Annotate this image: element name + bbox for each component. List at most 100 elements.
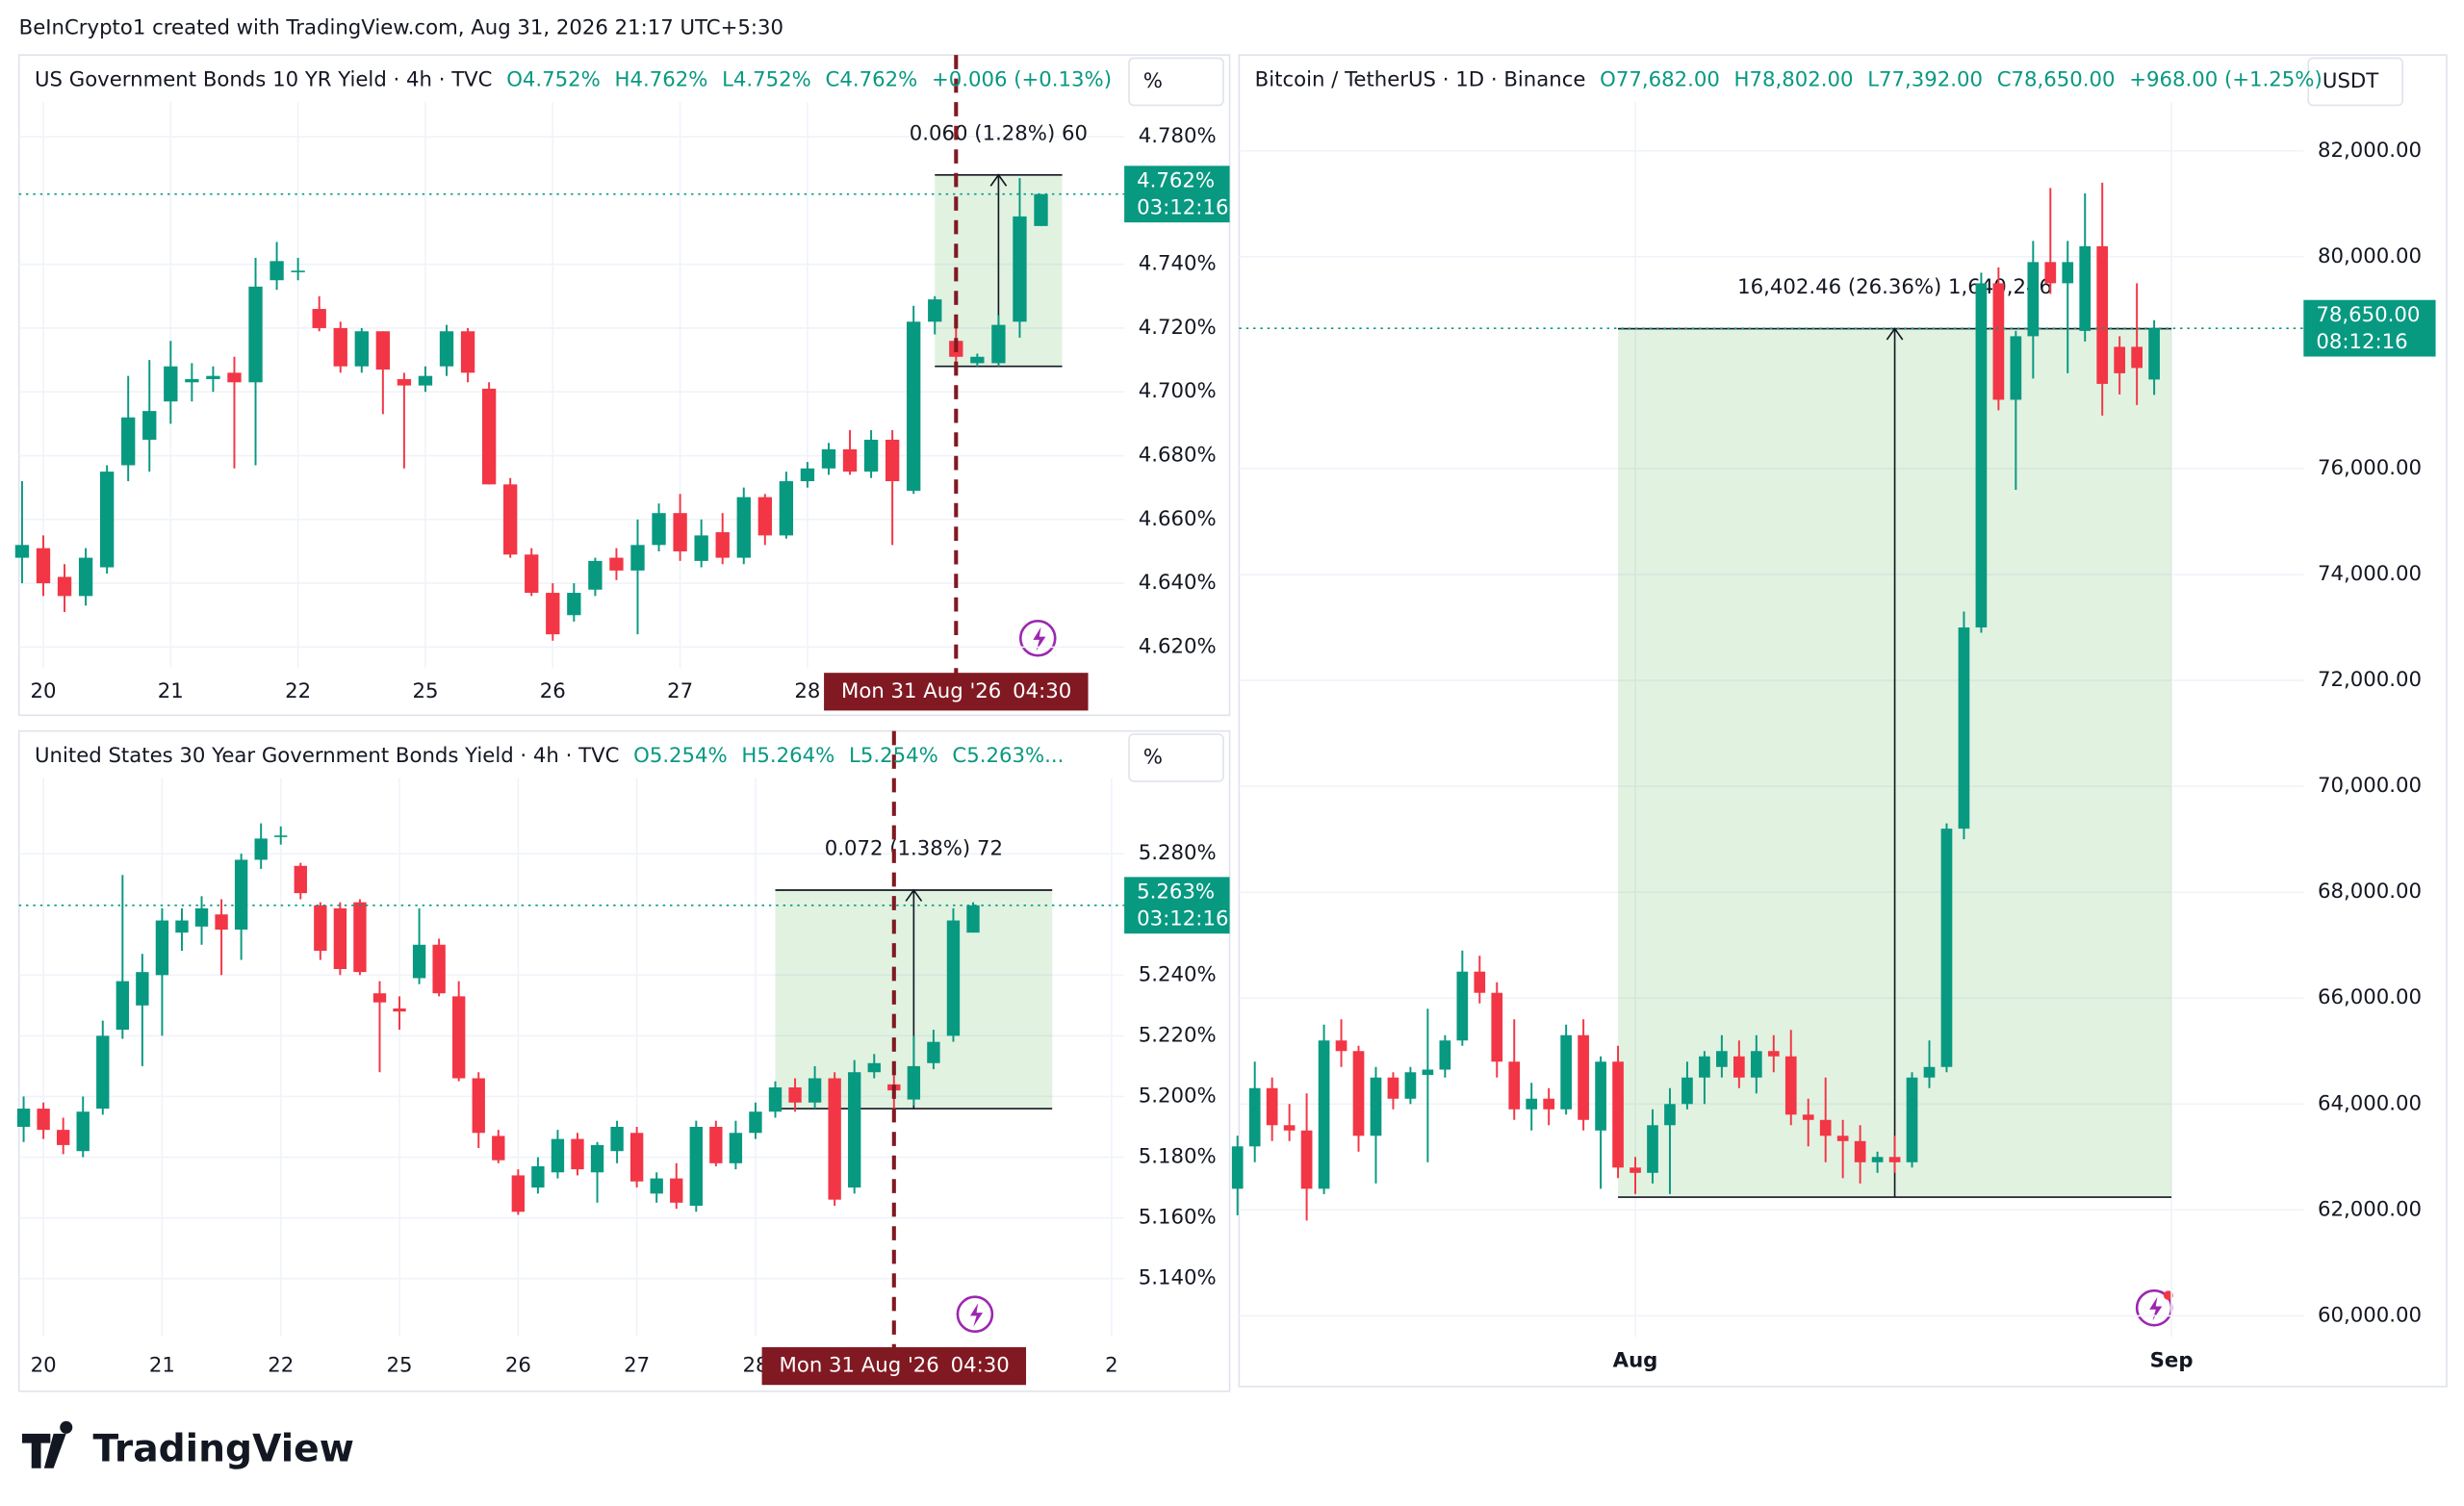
candle-body: [1526, 1098, 1538, 1110]
ohlc-label: C5.263%...: [952, 744, 1064, 768]
ohlc-label: +968.00 (+1.25%): [2129, 67, 2323, 91]
ohlc-label: O4.752%: [506, 67, 601, 91]
candle-body: [842, 448, 858, 472]
ohlc-label: H78,802.00: [1734, 67, 1854, 91]
candle-body: [1404, 1072, 1417, 1099]
measure-label: 16,402.46 (26.36%) 1,640,246: [1737, 275, 2052, 299]
candle-body: [185, 378, 199, 383]
last-price-label: 4.762%: [1137, 169, 1215, 193]
candle-body: [1352, 1051, 1365, 1136]
candle-body: [749, 1111, 762, 1134]
logo-text: TradingView: [92, 1427, 353, 1470]
x-tick-label: Aug: [1613, 1349, 1658, 1373]
y-tick-label: 70,000.00: [2318, 774, 2422, 798]
candle-body: [757, 497, 772, 536]
x-tick-label: 25: [412, 679, 438, 703]
candle-body: [946, 920, 961, 1036]
candle-body: [1664, 1104, 1676, 1126]
candle-body: [927, 1041, 940, 1063]
candle-body: [2044, 262, 2057, 284]
x-tick-label: 21: [158, 679, 184, 703]
candle-body: [694, 535, 708, 561]
candle-body: [312, 309, 326, 328]
y-tick-label: 72,000.00: [2318, 668, 2422, 692]
countdown-label: 03:12:16: [1137, 906, 1228, 931]
ohlc-label: O77,682.00: [1600, 67, 1720, 91]
candle-body: [333, 907, 347, 969]
candle-body: [1474, 971, 1486, 993]
candle-body: [907, 321, 921, 491]
candle-body: [1975, 283, 1988, 628]
candle-body: [907, 1065, 921, 1100]
candle-body: [1595, 1061, 1606, 1131]
x-tick-label: 20: [31, 1354, 57, 1378]
ohlc-label: H5.264%: [741, 744, 834, 768]
candle-body: [96, 1035, 110, 1110]
last-price-box: [2303, 299, 2436, 357]
candle-body: [1699, 1056, 1710, 1078]
candle-body: [588, 560, 603, 590]
candle-body: [116, 981, 130, 1031]
candle-body: [1871, 1157, 1884, 1162]
candle-body: [194, 907, 209, 927]
candle-body: [1266, 1087, 1278, 1126]
candle-body: [1248, 1087, 1261, 1147]
candle-body: [1034, 193, 1048, 226]
x-tick-label: 25: [387, 1354, 413, 1378]
chart-title: Bitcoin / TetherUS · 1D · Binance: [1255, 67, 1586, 91]
y-tick-label: 4.620%: [1139, 634, 1217, 658]
last-price-label: 5.263%: [1137, 881, 1215, 905]
candle-body: [248, 286, 263, 383]
y-tick-label: 82,000.00: [2318, 139, 2422, 163]
candle-body: [503, 484, 518, 555]
x-tick-label: 20: [30, 679, 56, 703]
candle-body: [800, 468, 815, 482]
candle-body: [254, 838, 268, 860]
candle-body: [76, 1111, 90, 1152]
candle-body: [234, 859, 248, 930]
candle-body: [1750, 1051, 1762, 1078]
candle-body: [1456, 971, 1469, 1041]
y-tick-label: 4.780%: [1139, 124, 1217, 148]
candle-body: [16, 1109, 31, 1127]
x-tick-label: 2: [1105, 1354, 1118, 1378]
last-price-box: [1124, 877, 1230, 934]
x-tick-label: 21: [149, 1354, 175, 1378]
y-tick-label: 4.640%: [1139, 571, 1217, 595]
y-tick-label: 76,000.00: [2318, 456, 2422, 480]
candle-body: [531, 1165, 545, 1188]
candle-body: [142, 411, 157, 440]
candle-body: [1300, 1130, 1313, 1189]
candle-body: [1013, 216, 1027, 322]
candle-body: [1958, 627, 1970, 830]
candle-body: [78, 557, 93, 597]
candle-body: [991, 324, 1006, 364]
candle-body: [788, 1086, 802, 1103]
candle-body: [610, 1126, 624, 1152]
crosshair-date: Mon 31 Aug '26: [841, 679, 1001, 703]
candle-body: [274, 835, 288, 837]
candle-body: [99, 472, 115, 568]
chart-title: United States 30 Year Government Bonds Y…: [35, 744, 619, 768]
candle-body: [2010, 336, 2022, 400]
candle-body: [397, 378, 412, 386]
y-tick-label: 5.200%: [1139, 1084, 1217, 1108]
y-tick-label: 5.160%: [1139, 1206, 1217, 1230]
candle-body: [460, 331, 475, 373]
candle-body: [432, 944, 446, 994]
candle-body: [546, 593, 560, 635]
candle-body: [472, 1078, 485, 1134]
candle-body: [1767, 1051, 1780, 1057]
candle-body: [1716, 1051, 1728, 1067]
arrow-head: [905, 888, 923, 902]
candle-body: [1612, 1061, 1624, 1168]
candle-body: [206, 375, 220, 379]
candle-body: [353, 902, 367, 973]
crosshair-time: 04:30: [1013, 679, 1071, 703]
candle-body: [121, 417, 136, 466]
candle-body: [1888, 1157, 1901, 1162]
candle-body: [1370, 1077, 1382, 1136]
candle-body: [291, 270, 305, 272]
candle-body: [1819, 1119, 1832, 1136]
